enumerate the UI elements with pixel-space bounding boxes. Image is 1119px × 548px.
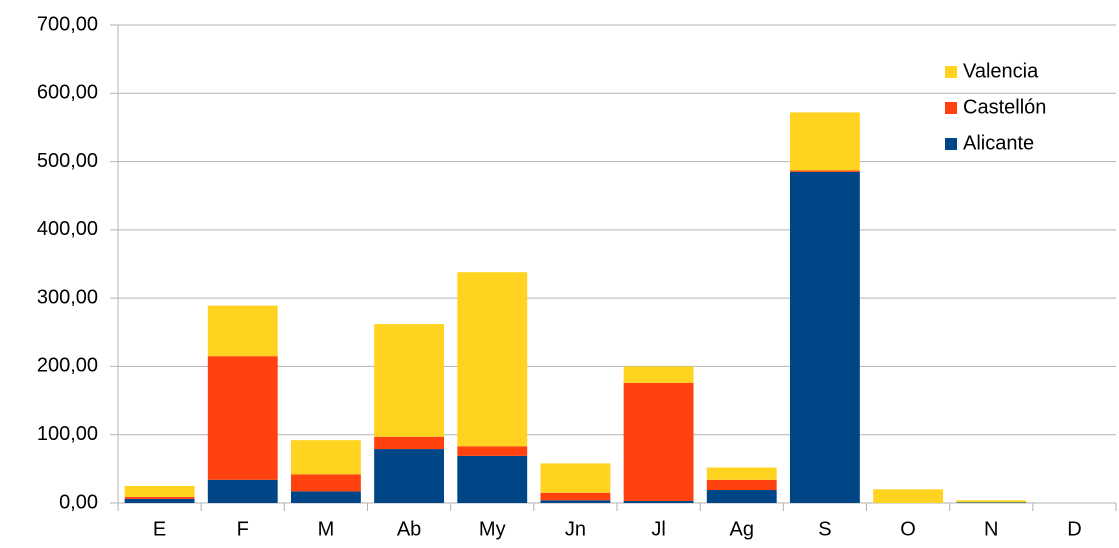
bar-segment (207, 305, 278, 357)
bar-segment (706, 467, 777, 480)
bar-segment (374, 324, 445, 437)
bar-segment (956, 502, 1027, 503)
x-tick-label: N (984, 518, 998, 540)
bar-segment (623, 382, 694, 501)
x-tick-label: E (153, 518, 166, 540)
bar-segment (457, 446, 528, 456)
legend-swatch (945, 138, 957, 150)
y-tick-label: 200,00 (37, 355, 98, 377)
legend-label: Alicante (963, 132, 1034, 154)
y-tick-label: 100,00 (37, 423, 98, 445)
bar-segment (374, 449, 445, 503)
x-tick-label: Ag (730, 518, 754, 540)
x-tick-label: M (318, 518, 335, 540)
x-tick-label: My (479, 518, 506, 540)
bar-segment (290, 440, 361, 475)
bar-segment (956, 500, 1027, 503)
bar-segment (374, 436, 445, 450)
bar-segment (706, 490, 777, 503)
bar-segment (789, 171, 860, 504)
bar-segment (540, 500, 611, 503)
legend-label: Valencia (963, 60, 1039, 82)
bar-segment (124, 498, 195, 503)
bar-segment (290, 491, 361, 503)
bar-segment (789, 170, 860, 172)
y-tick-label: 600,00 (37, 82, 98, 104)
bar-segment (207, 479, 278, 503)
x-tick-label: F (237, 518, 249, 540)
bar-segment (124, 496, 195, 499)
x-tick-label: Ab (397, 518, 421, 540)
legend-label: Castellón (963, 96, 1046, 118)
x-tick-label: O (900, 518, 916, 540)
bar-segment (457, 272, 528, 447)
bar-segment (207, 356, 278, 480)
bar-segment (124, 485, 195, 497)
bar-segment (706, 479, 777, 491)
bar-segment (789, 112, 860, 171)
bar-segment (457, 455, 528, 503)
x-tick-label: D (1067, 518, 1081, 540)
bar-segment (540, 492, 611, 501)
y-tick-label: 700,00 (37, 13, 98, 35)
x-tick-label: Jn (565, 518, 586, 540)
bar-segment (540, 463, 611, 493)
bar-segment (623, 366, 694, 383)
bar-segment (623, 500, 694, 503)
bar-segment (873, 489, 944, 503)
y-tick-label: 400,00 (37, 218, 98, 240)
bar-segment (290, 474, 361, 492)
y-tick-label: 300,00 (37, 286, 98, 308)
y-tick-label: 500,00 (37, 150, 98, 172)
y-tick-label: 0,00 (59, 491, 98, 513)
x-tick-label: Jl (651, 518, 665, 540)
x-tick-label: S (818, 518, 831, 540)
legend-swatch (945, 66, 957, 78)
legend-swatch (945, 102, 957, 114)
